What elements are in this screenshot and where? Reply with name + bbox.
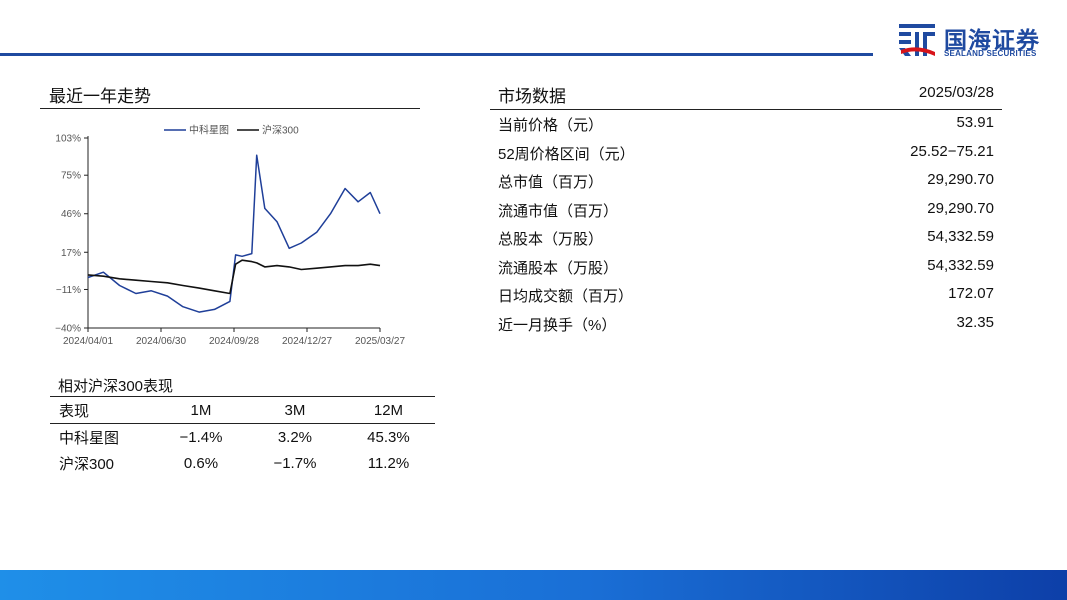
x-tick-label: 2024/04/01 — [63, 336, 113, 347]
y-tick-label: 17% — [61, 248, 81, 259]
table-row: 中科星图 −1.4% 3.2% 45.3% — [50, 424, 435, 451]
y-tick-label: 75% — [61, 171, 81, 182]
performance-cell: 45.3% — [367, 428, 410, 446]
logo-text-cn: 国海证券 — [944, 27, 1040, 53]
series-line — [87, 154, 381, 313]
performance-header: 1M — [154, 396, 248, 424]
market-data-panel: 市场数据 2025/03/28 当前价格（元） 53.91 52周价格区间（元）… — [490, 82, 1002, 338]
market-header: 市场数据 2025/03/28 — [490, 82, 1002, 110]
footer-bar — [0, 570, 1067, 600]
list-item: 当前价格（元） 53.91 — [490, 110, 1002, 139]
x-tick-label: 2024/06/30 — [136, 336, 186, 347]
table-row: 沪深300 0.6% −1.7% 11.2% — [50, 450, 435, 476]
market-label: 总市值（百万） — [498, 174, 604, 191]
performance-cell: 3.2% — [277, 428, 313, 446]
market-label: 总股本（万股） — [498, 231, 604, 248]
performance-cell: −1.7% — [273, 454, 317, 472]
x-tick-label: 2024/12/27 — [282, 336, 332, 347]
list-item: 流通股本（万股） 54,332.59 — [490, 253, 1002, 282]
market-label: 流通市值（百万） — [498, 202, 619, 220]
legend-entry: 沪深300 — [262, 124, 299, 137]
market-label: 近一月换手（%） — [498, 316, 617, 334]
market-value: 29,290.70 — [927, 199, 994, 217]
market-title: 市场数据 — [498, 87, 566, 106]
performance-header: 表现 — [50, 396, 154, 424]
price-trend-chart: 103% 75% 46% 17% −11% −40%2024/04/01 2024/06/3… — [55, 124, 405, 348]
performance-cell: −1.4% — [179, 428, 223, 446]
market-label: 52周价格区间（元） — [498, 145, 635, 163]
performance-title: 相对沪深300表现 — [58, 378, 174, 395]
y-tick-label: −11% — [56, 285, 81, 296]
trend-title: 最近一年走势 — [49, 87, 151, 106]
list-item: 流通市值（百万） 29,290.70 — [490, 196, 1002, 225]
list-item: 总股本（万股） 54,332.59 — [490, 224, 1002, 253]
x-tick-label: 2024/09/28 — [209, 336, 259, 347]
market-value: 25.52−75.21 — [910, 142, 994, 160]
performance-cell: 0.6% — [183, 454, 219, 472]
market-label: 日均成交额（百万） — [498, 288, 634, 305]
market-value: 53.91 — [956, 114, 994, 131]
list-item: 总市值（百万） 29,290.70 — [490, 167, 1002, 196]
performance-header-row: 表现 1M 3M 12M — [50, 396, 435, 424]
market-value: 54,332.59 — [927, 228, 994, 245]
y-tick-label: 46% — [61, 209, 81, 220]
market-value: 32.35 — [956, 313, 994, 331]
company-logo: 国海证券 SEALAND SECURITIES — [897, 20, 1057, 60]
list-item: 日均成交额（百万） 172.07 — [490, 281, 1002, 310]
y-tick-label: −40% — [55, 324, 81, 335]
list-item: 近一月换手（%） 32.35 — [490, 310, 1002, 339]
market-value: 54,332.59 — [927, 256, 994, 274]
performance-header: 3M — [247, 396, 342, 424]
market-label: 当前价格（元） — [498, 117, 604, 134]
trend-title-rule — [40, 108, 420, 109]
performance-cell: 沪深300 — [59, 455, 115, 473]
performance-cell: 中科星图 — [59, 429, 120, 447]
sealand-logo-icon — [899, 24, 935, 56]
y-tick-label: 103% — [55, 134, 81, 145]
performance-header: 12M — [341, 396, 435, 424]
market-value: 172.07 — [948, 285, 994, 302]
series-line — [87, 259, 381, 295]
logo-text-en: SEALAND SECURITIES — [944, 49, 1037, 58]
header-rule — [0, 53, 873, 56]
market-value: 29,290.70 — [927, 171, 994, 188]
market-label: 流通股本（万股） — [498, 259, 619, 277]
performance-cell: 11.2% — [367, 454, 410, 472]
x-tick-label: 2025/03/27 — [355, 336, 405, 347]
market-date: 2025/03/28 — [918, 84, 994, 101]
performance-table: 表现 1M 3M 12M 中科星图 −1.4% 3.2% 45.3% 沪深300… — [50, 396, 435, 476]
list-item: 52周价格区间（元） 25.52−75.21 — [490, 139, 1002, 168]
legend-entry: 中科星图 — [189, 124, 229, 137]
